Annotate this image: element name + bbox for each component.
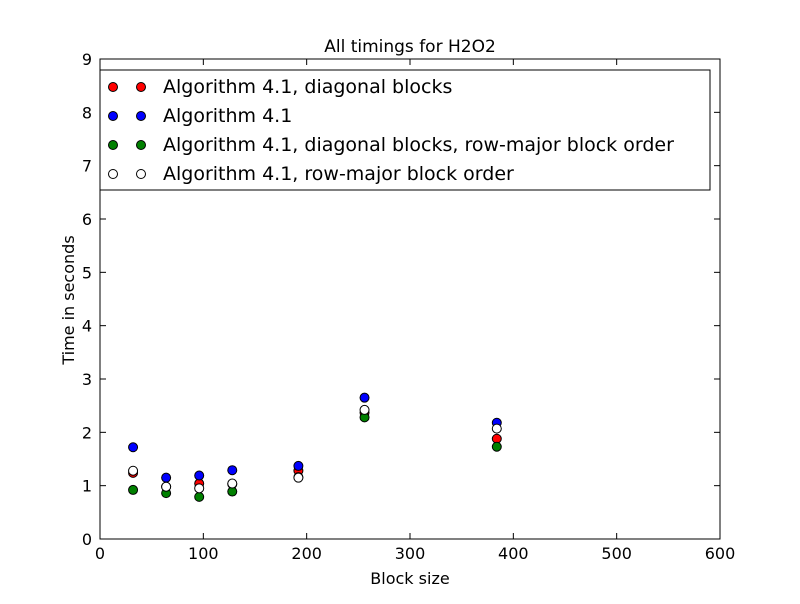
legend-marker xyxy=(136,111,146,121)
x-tick-label: 100 xyxy=(188,544,219,563)
data-point-series-2 xyxy=(194,470,205,481)
data-point-series-2 xyxy=(293,460,304,471)
data-point-series-4 xyxy=(161,481,172,492)
data-point-series-3 xyxy=(194,491,205,502)
data-point-series-2 xyxy=(128,442,139,453)
x-tick-label: 600 xyxy=(705,544,736,563)
data-point-series-4 xyxy=(128,465,139,476)
data-point-series-2 xyxy=(359,392,370,403)
y-tick-label: 4 xyxy=(82,317,92,336)
y-tick-label: 6 xyxy=(82,210,92,229)
data-point-series-4 xyxy=(491,423,502,434)
legend-label: Algorithm 4.1, diagonal blocks xyxy=(163,76,452,98)
data-point-series-4 xyxy=(227,478,238,489)
legend-marker xyxy=(108,140,118,150)
data-point-series-2 xyxy=(227,465,238,476)
chart-title: All timings for H2O2 xyxy=(324,37,496,57)
x-tick-label: 0 xyxy=(95,544,105,563)
y-tick-label: 9 xyxy=(82,50,92,69)
legend-box xyxy=(99,69,711,191)
legend-marker xyxy=(108,111,118,121)
x-tick-label: 200 xyxy=(291,544,322,563)
legend-label: Algorithm 4.1, diagonal blocks, row-majo… xyxy=(163,134,674,156)
legend-marker xyxy=(136,140,146,150)
data-point-series-2 xyxy=(161,472,172,483)
x-tick-label: 300 xyxy=(395,544,426,563)
legend-marker xyxy=(136,82,146,92)
data-point-series-3 xyxy=(491,441,502,452)
x-tick-label: 500 xyxy=(601,544,632,563)
y-tick-label: 7 xyxy=(82,157,92,176)
y-tick-label: 2 xyxy=(82,423,92,442)
y-tick-label: 8 xyxy=(82,103,92,122)
data-point-series-3 xyxy=(128,484,139,495)
x-axis-label: Block size xyxy=(370,569,449,588)
y-tick-label: 3 xyxy=(82,370,92,389)
y-tick-label: 1 xyxy=(82,477,92,496)
legend-marker xyxy=(108,82,118,92)
legend-label: Algorithm 4.1, row-major block order xyxy=(163,163,514,185)
legend-marker xyxy=(108,169,118,179)
x-tick-label: 400 xyxy=(498,544,529,563)
data-point-series-4 xyxy=(293,472,304,483)
y-tick-label: 5 xyxy=(82,263,92,282)
data-point-series-4 xyxy=(359,404,370,415)
y-tick-label: 0 xyxy=(82,530,92,549)
y-axis-label: Time in seconds xyxy=(59,235,78,365)
legend-marker xyxy=(136,169,146,179)
data-point-series-4 xyxy=(194,483,205,494)
legend-label: Algorithm 4.1 xyxy=(163,105,292,127)
